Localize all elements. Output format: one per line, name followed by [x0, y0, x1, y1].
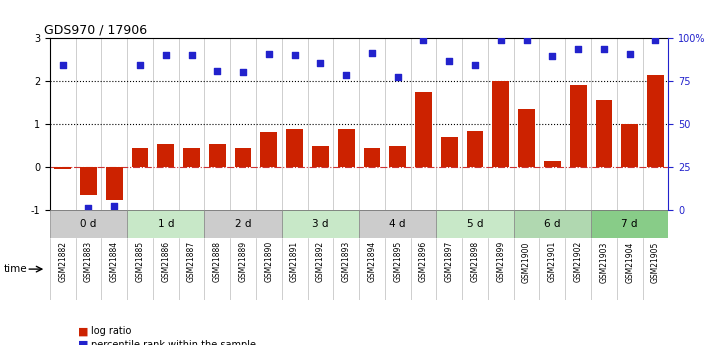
Point: [160, 52, 171, 58]
Bar: [157, 144, 174, 167]
Text: GSM21888: GSM21888: [213, 241, 222, 282]
Text: GSM21898: GSM21898: [471, 241, 479, 282]
Point: [392, 74, 403, 79]
Text: GSM21885: GSM21885: [136, 241, 144, 282]
Text: GSM21897: GSM21897: [445, 241, 454, 283]
Point: [237, 69, 249, 74]
Bar: [287, 128, 303, 167]
Point: [521, 37, 533, 43]
Text: GSM21903: GSM21903: [599, 241, 609, 283]
Text: 7 d: 7 d: [621, 219, 638, 229]
Point: [57, 62, 68, 68]
Bar: [132, 148, 149, 167]
Bar: [205, 210, 282, 238]
Text: ■: ■: [78, 326, 89, 336]
Bar: [591, 210, 668, 238]
Text: GSM21889: GSM21889: [239, 241, 247, 282]
Text: 6 d: 6 d: [544, 219, 560, 229]
Text: GSM21891: GSM21891: [290, 241, 299, 282]
Bar: [621, 124, 638, 167]
Text: 3 d: 3 d: [312, 219, 328, 229]
Bar: [596, 100, 612, 167]
Text: GSM21886: GSM21886: [161, 241, 170, 282]
Bar: [441, 137, 458, 167]
Bar: [647, 75, 664, 167]
Bar: [50, 210, 127, 238]
Bar: [493, 81, 509, 167]
Point: [134, 62, 146, 68]
Point: [263, 51, 274, 57]
Text: percentile rank within the sample: percentile rank within the sample: [91, 340, 256, 345]
Text: 1 d: 1 d: [158, 219, 174, 229]
Bar: [518, 109, 535, 167]
Point: [289, 52, 300, 58]
Bar: [260, 132, 277, 167]
Point: [186, 52, 197, 58]
Text: GSM21895: GSM21895: [393, 241, 402, 283]
Point: [650, 37, 661, 43]
Point: [212, 68, 223, 74]
Point: [418, 37, 429, 43]
Text: GSM21900: GSM21900: [522, 241, 531, 283]
Bar: [106, 167, 122, 200]
Text: GSM21894: GSM21894: [368, 241, 376, 283]
Point: [366, 50, 378, 56]
Text: log ratio: log ratio: [91, 326, 132, 336]
Bar: [466, 131, 483, 167]
Point: [82, 206, 94, 211]
Text: GSM21905: GSM21905: [651, 241, 660, 283]
Bar: [390, 146, 406, 167]
Text: GSM21892: GSM21892: [316, 241, 325, 282]
Bar: [312, 146, 328, 167]
Bar: [415, 92, 432, 167]
Bar: [54, 167, 71, 169]
Bar: [570, 85, 587, 167]
Bar: [183, 148, 200, 167]
Text: GSM21904: GSM21904: [625, 241, 634, 283]
Text: time: time: [4, 264, 27, 274]
Bar: [363, 148, 380, 167]
Point: [547, 53, 558, 59]
Text: 5 d: 5 d: [467, 219, 483, 229]
Bar: [282, 210, 359, 238]
Text: ■: ■: [78, 340, 89, 345]
Text: GSM21899: GSM21899: [496, 241, 506, 283]
Bar: [209, 144, 225, 167]
Text: GSM21882: GSM21882: [58, 241, 67, 282]
Text: GSM21901: GSM21901: [548, 241, 557, 283]
Bar: [235, 148, 252, 167]
Point: [444, 58, 455, 63]
Bar: [80, 167, 97, 195]
Bar: [513, 210, 591, 238]
Point: [469, 62, 481, 68]
Text: GSM21890: GSM21890: [264, 241, 273, 283]
Point: [624, 51, 636, 57]
Bar: [338, 128, 355, 167]
Point: [315, 60, 326, 65]
Point: [341, 73, 352, 78]
Point: [495, 37, 506, 43]
Text: GSM21887: GSM21887: [187, 241, 196, 282]
Text: GSM21896: GSM21896: [419, 241, 428, 283]
Text: 0 d: 0 d: [80, 219, 97, 229]
Point: [572, 46, 584, 51]
Point: [598, 46, 609, 51]
Bar: [127, 210, 205, 238]
Text: 4 d: 4 d: [390, 219, 406, 229]
Text: GSM21902: GSM21902: [574, 241, 582, 283]
Text: 2 d: 2 d: [235, 219, 251, 229]
Point: [109, 203, 120, 209]
Text: GSM21893: GSM21893: [342, 241, 351, 283]
Bar: [437, 210, 513, 238]
Text: GDS970 / 17906: GDS970 / 17906: [43, 24, 146, 37]
Bar: [544, 161, 561, 167]
Text: GSM21883: GSM21883: [84, 241, 93, 282]
Text: GSM21884: GSM21884: [109, 241, 119, 282]
Bar: [359, 210, 437, 238]
